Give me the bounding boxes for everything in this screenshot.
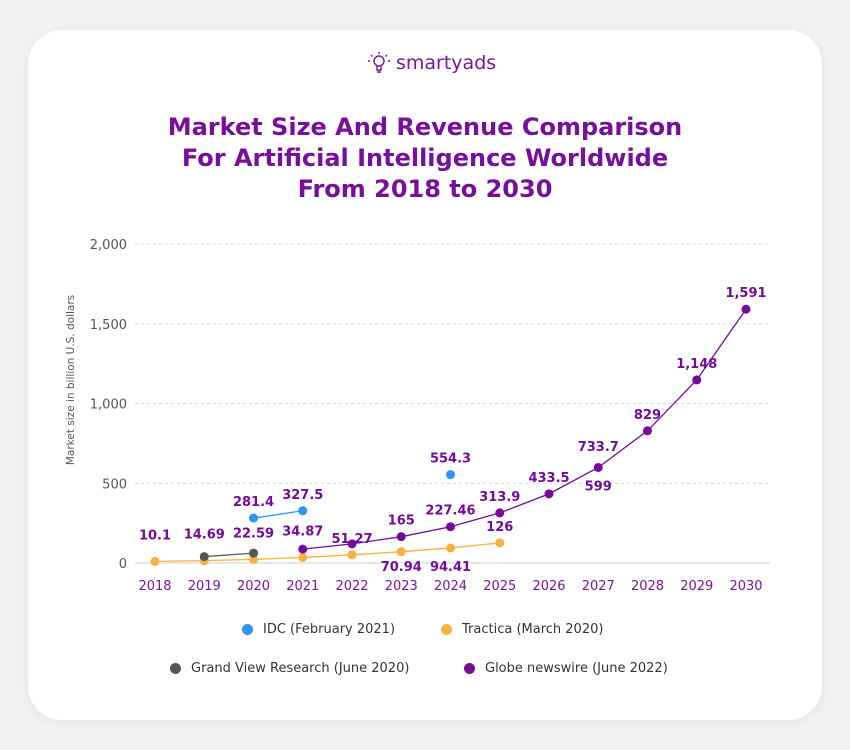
y-axis-label: Market size in billion U.S. dollars — [65, 295, 77, 465]
data-label: 34.87 — [282, 524, 323, 539]
x-tick-label: 2022 — [335, 579, 368, 594]
data-point — [249, 548, 258, 558]
x-tick-label: 2030 — [729, 579, 762, 594]
series-line — [204, 552, 254, 558]
data-label: 22.59 — [233, 526, 274, 541]
x-tick-label: 2021 — [286, 579, 319, 594]
data-point — [347, 550, 357, 560]
data-label: 281.4 — [233, 495, 274, 510]
data-point — [643, 426, 652, 436]
data-point — [249, 513, 258, 523]
data-point — [495, 538, 505, 548]
data-point — [150, 556, 160, 566]
data-point — [298, 544, 308, 554]
x-tick-label: 2028 — [631, 579, 664, 594]
data-point — [741, 304, 751, 314]
data-label: 327.5 — [282, 488, 323, 503]
series-line — [154, 542, 500, 563]
series-line — [302, 308, 747, 550]
data-label: 14.69 — [184, 528, 225, 543]
legend-label: Globe newswire (June 2022) — [485, 661, 668, 676]
data-point — [446, 470, 455, 480]
data-label: 70.94 — [381, 560, 422, 575]
data-label: 165 — [388, 514, 415, 529]
data-label: 94.41 — [430, 560, 471, 575]
data-point — [396, 547, 406, 557]
x-tick-label: 2026 — [532, 579, 565, 594]
data-point — [544, 489, 554, 499]
data-point — [298, 506, 308, 516]
legend-dot — [170, 663, 181, 674]
legend-dot — [242, 624, 253, 635]
legend-item-grand-view: Grand View Research (June 2020) — [170, 661, 409, 676]
chart-title: Market Size And Revenue Comparison For A… — [0, 112, 850, 205]
x-tick-label: 2019 — [188, 579, 221, 594]
title-line: Market Size And Revenue Comparison — [167, 113, 683, 141]
x-tick-label: 2020 — [237, 579, 270, 594]
data-label: 829 — [634, 408, 661, 423]
y-tick-label: 500 — [102, 477, 127, 492]
card — [28, 30, 822, 720]
legend-item-tractica: Tractica (March 2020) — [441, 622, 603, 637]
data-label: 599 — [585, 479, 612, 494]
legend-dot — [441, 624, 452, 635]
data-label: 227.46 — [425, 504, 475, 519]
x-tick-label: 2029 — [680, 579, 713, 594]
data-label: 313.9 — [479, 490, 520, 505]
data-label: 554.3 — [430, 452, 471, 467]
data-point — [495, 508, 505, 518]
data-point — [446, 522, 455, 532]
data-label: 10.1 — [139, 528, 171, 543]
data-point — [593, 462, 603, 472]
data-label: 1,148 — [676, 357, 717, 372]
legend-label: IDC (February 2021) — [263, 622, 396, 637]
logo-text: smartyads — [396, 52, 497, 74]
x-tick-label: 2018 — [138, 579, 171, 594]
legend-label: Grand View Research (June 2020) — [191, 661, 410, 676]
y-tick-label: 1,500 — [90, 318, 127, 333]
data-label: 126 — [486, 520, 513, 535]
y-tick-label: 2,000 — [90, 238, 127, 253]
data-label: 51.27 — [331, 532, 372, 547]
data-label: 433.5 — [528, 471, 569, 486]
title-line: For Artificial Intelligence Worldwide — [181, 144, 669, 172]
data-point — [396, 532, 406, 542]
lightbulb-icon — [368, 52, 390, 73]
x-tick-label: 2024 — [434, 579, 467, 594]
legend-label: Tractica (March 2020) — [462, 622, 604, 637]
y-tick-label: 0 — [119, 557, 127, 572]
legend-item-idc: IDC (February 2021) — [242, 622, 395, 637]
legend-item-globe: Globe newswire (June 2022) — [464, 661, 668, 676]
legend-dot — [464, 663, 475, 674]
data-point — [249, 554, 258, 564]
series-line — [253, 510, 303, 519]
title-line: From 2018 to 2030 — [297, 175, 553, 203]
y-tick-label: 1,000 — [90, 398, 127, 413]
logo: smartyads — [366, 50, 496, 76]
data-label: 1,591 — [725, 286, 766, 301]
data-point — [446, 543, 455, 553]
data-point — [199, 552, 209, 562]
data-label: 733.7 — [578, 440, 619, 455]
data-point — [298, 552, 308, 562]
x-tick-label: 2027 — [582, 579, 615, 594]
data-point — [692, 375, 702, 385]
x-tick-label: 2023 — [385, 579, 418, 594]
x-tick-label: 2025 — [483, 579, 516, 594]
data-point — [347, 539, 357, 549]
